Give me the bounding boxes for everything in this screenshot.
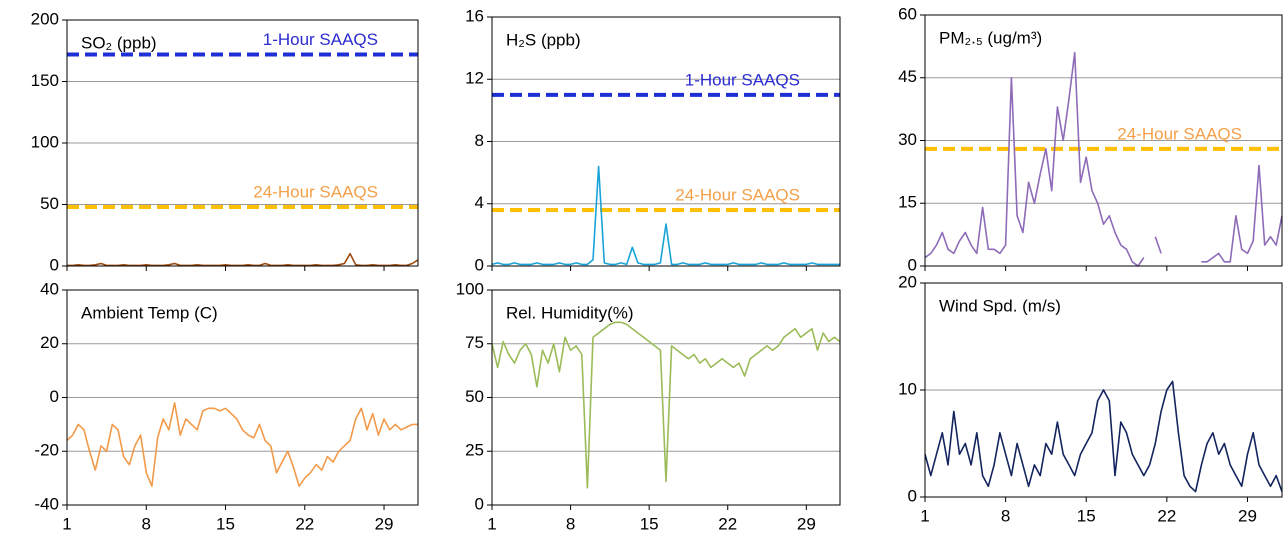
y-tick-label: 16 — [465, 6, 484, 25]
y-tick-label: 0 — [475, 255, 484, 274]
reference-label: 24-Hour SAAQS — [253, 182, 378, 201]
y-tick-label: 100 — [31, 132, 59, 151]
y-tick-label: 4 — [475, 193, 484, 212]
data-line — [924, 51, 1283, 267]
plot-frame — [66, 19, 419, 267]
y-tick-label: 50 — [40, 194, 59, 213]
chart-title: Ambient Temp (C) — [81, 303, 218, 322]
x-tick-label: 8 — [1001, 506, 1010, 525]
chart-title: Rel. Humidity(%) — [506, 303, 634, 322]
chart-title: SO₂ (ppb) — [81, 33, 157, 52]
x-tick-label: 22 — [295, 514, 314, 533]
y-tick-label: 50 — [465, 387, 484, 406]
y-tick-label: 100 — [456, 279, 484, 298]
plot-frame — [924, 14, 1283, 267]
x-tick-label: 29 — [797, 514, 816, 533]
y-tick-label: 45 — [898, 67, 917, 86]
y-tick-label: 10 — [898, 379, 917, 398]
y-tick-label: 150 — [31, 71, 59, 90]
y-tick-label: 60 — [898, 4, 917, 23]
data-line — [491, 165, 840, 266]
data-line — [924, 380, 1283, 493]
y-tick-label: 30 — [898, 130, 917, 149]
y-tick-label: 0 — [908, 486, 917, 505]
plot-frame — [66, 289, 419, 506]
x-tick-label: 15 — [216, 514, 235, 533]
chart-title: Wind Spd. (m/s) — [939, 296, 1061, 315]
y-tick-label: 0 — [908, 255, 917, 274]
x-tick-label: 29 — [375, 514, 394, 533]
y-tick-label: 75 — [465, 333, 484, 352]
y-tick-label: 40 — [40, 279, 59, 298]
plot-frame — [491, 289, 841, 506]
y-tick-label: 25 — [465, 441, 484, 460]
reference-label: 1-Hour SAAQS — [263, 30, 378, 49]
plot-frame — [924, 282, 1283, 498]
x-tick-label: 22 — [1157, 506, 1176, 525]
x-tick-label: 1 — [62, 514, 71, 533]
x-tick-label: 15 — [640, 514, 659, 533]
chart-title: H₂S (ppb) — [506, 30, 581, 49]
y-tick-label: -20 — [34, 441, 59, 460]
data-line — [491, 321, 841, 489]
x-tick-label: 1 — [487, 514, 496, 533]
chart-title: PM₂.₅ (ug/m³) — [939, 28, 1042, 47]
y-tick-label: 20 — [898, 272, 917, 291]
data-line — [66, 402, 418, 487]
y-tick-label: 15 — [898, 193, 917, 212]
y-tick-label: 0 — [50, 255, 59, 274]
y-tick-label: 0 — [50, 387, 59, 406]
reference-label: 1-Hour SAAQS — [685, 70, 800, 89]
x-tick-label: 8 — [142, 514, 151, 533]
x-tick-label: 22 — [718, 514, 737, 533]
y-tick-label: 20 — [40, 333, 59, 352]
reference-label: 24-Hour SAAQS — [675, 185, 800, 204]
y-tick-label: 200 — [31, 9, 59, 28]
x-tick-label: 1 — [920, 506, 929, 525]
x-tick-label: 29 — [1238, 506, 1257, 525]
x-tick-label: 8 — [566, 514, 575, 533]
y-tick-label: 0 — [475, 494, 484, 513]
data-line — [67, 252, 419, 267]
y-tick-label: 8 — [475, 131, 484, 150]
plot-frame — [491, 16, 841, 267]
reference-label: 24-Hour SAAQS — [1117, 124, 1242, 143]
y-tick-label: -40 — [34, 494, 59, 513]
y-tick-label: 12 — [465, 69, 484, 88]
x-tick-label: 15 — [1077, 506, 1096, 525]
